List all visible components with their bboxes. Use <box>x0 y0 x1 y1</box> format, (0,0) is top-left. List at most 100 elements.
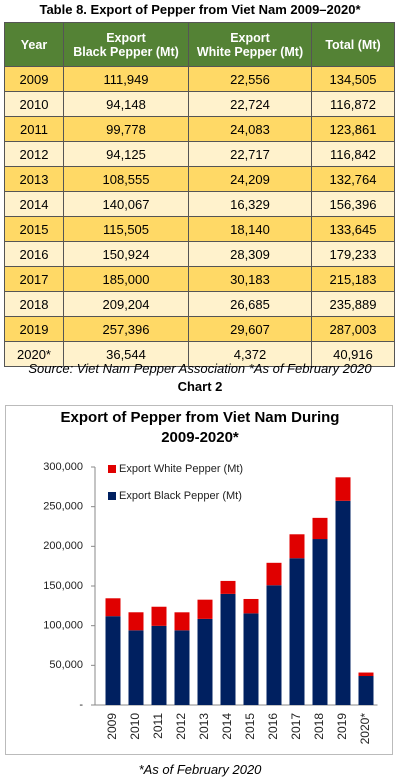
table-cell: 18,140 <box>188 216 312 242</box>
table-cell: 2017 <box>4 266 64 292</box>
table-cell: 2012 <box>4 141 64 167</box>
table-cell: 94,125 <box>63 141 189 167</box>
table-cell: 115,505 <box>63 216 189 242</box>
bar <box>243 598 259 614</box>
chart-label: Chart 2 <box>177 379 223 394</box>
table-cell: 99,778 <box>63 116 189 142</box>
table-cell: 2010 <box>4 91 64 117</box>
table-cell: 116,872 <box>311 91 395 117</box>
table-cell: 4,372 <box>188 341 312 367</box>
table-row: 2010 94,148 22,724 116,872 <box>4 91 395 117</box>
bar <box>358 672 374 677</box>
table-title: Table 8. Export of Pepper from Viet Nam … <box>39 2 361 17</box>
table-cell: 116,842 <box>311 141 395 167</box>
bar <box>220 580 236 594</box>
x-tick-label: 2018 <box>312 713 326 740</box>
table-cell: 179,233 <box>311 241 395 267</box>
table-cell: 40,916 <box>311 341 395 367</box>
header-cell: Year <box>4 22 64 67</box>
table-cell: 134,505 <box>311 66 395 92</box>
y-tick-label: 250,000 <box>43 501 83 513</box>
bar <box>266 585 282 705</box>
bar <box>266 562 282 586</box>
y-tick-label: 100,000 <box>43 620 83 632</box>
chart-title: Export of Pepper from Viet Nam During 20… <box>60 409 340 446</box>
table-cell: 28,309 <box>188 241 312 267</box>
legend-swatch <box>108 465 116 473</box>
table-cell: 150,924 <box>63 241 189 267</box>
table-row: 2019 257,396 29,607 287,003 <box>4 316 395 342</box>
table-cell: 111,949 <box>63 66 189 92</box>
table-row: 2014 140,067 16,329 156,396 <box>4 191 395 217</box>
x-tick-label: 2017 <box>289 713 303 740</box>
header-cell: Total (Mt) <box>311 22 395 67</box>
bar <box>243 613 259 705</box>
table-row: 2012 94,125 22,717 116,842 <box>4 141 395 167</box>
table-cell: 2016 <box>4 241 64 267</box>
x-tick-label: 2015 <box>243 713 257 740</box>
table-cell: 2015 <box>4 216 64 242</box>
bar <box>335 500 351 705</box>
table-cell: 215,183 <box>311 266 395 292</box>
table-cell: 94,148 <box>63 91 189 117</box>
bar <box>128 612 144 631</box>
table-cell: 24,083 <box>188 116 312 142</box>
bar <box>289 534 305 559</box>
bar <box>174 630 190 705</box>
bar <box>335 477 351 501</box>
table-cell: 2013 <box>4 166 64 192</box>
table-cell: 22,724 <box>188 91 312 117</box>
x-tick-label: 2019 <box>335 713 349 740</box>
table-row: 2013 108,555 24,209 132,764 <box>4 166 395 192</box>
header-row: Year Export Black Pepper (Mt) Export Whi… <box>4 22 395 67</box>
bar <box>197 599 213 619</box>
x-tick-label: 2014 <box>220 713 234 740</box>
x-tick-label: 2013 <box>197 713 211 740</box>
table-cell: 235,889 <box>311 291 395 317</box>
table-row: 2017 185,000 30,183 215,183 <box>4 266 395 292</box>
table-cell: 2011 <box>4 116 64 142</box>
table-cell: 2014 <box>4 191 64 217</box>
bar <box>312 517 328 540</box>
legend-label: Export White Pepper (Mt) <box>119 463 243 475</box>
legend-label: Export Black Pepper (Mt) <box>119 490 242 502</box>
data-table: Year Export Black Pepper (Mt) Export Whi… <box>4 22 395 367</box>
table-cell: 209,204 <box>63 291 189 317</box>
table-row: 2018 209,204 26,685 235,889 <box>4 291 395 317</box>
table-cell: 29,607 <box>188 316 312 342</box>
table-cell: 185,000 <box>63 266 189 292</box>
footnote: *As of February 2020 <box>138 762 262 777</box>
bar <box>220 593 236 705</box>
y-tick-label: 300,000 <box>43 461 83 473</box>
x-tick-label: 2011 <box>151 713 165 739</box>
table-cell: 2018 <box>4 291 64 317</box>
table-cell: 287,003 <box>311 316 395 342</box>
bar <box>358 676 374 705</box>
table-row: 2020* 36,544 4,372 40,916 <box>4 341 395 367</box>
bar <box>174 612 190 631</box>
table-cell: 2019 <box>4 316 64 342</box>
bar <box>151 606 167 626</box>
x-tick-label: 2020* <box>358 713 372 745</box>
table-cell: 133,645 <box>311 216 395 242</box>
bar <box>105 598 121 617</box>
bar <box>105 616 121 705</box>
x-tick-label: 2010 <box>128 713 142 740</box>
table-cell: 16,329 <box>188 191 312 217</box>
table-cell: 108,555 <box>63 166 189 192</box>
table-cell: 132,764 <box>311 166 395 192</box>
table-cell: 24,209 <box>188 166 312 192</box>
table-row: 2011 99,778 24,083 123,861 <box>4 116 395 142</box>
y-tick-label: 50,000 <box>49 659 83 671</box>
bar <box>128 630 144 705</box>
x-tick-label: 2009 <box>105 713 119 740</box>
table-cell: 257,396 <box>63 316 189 342</box>
bar <box>197 618 213 705</box>
table-cell: 156,396 <box>311 191 395 217</box>
table-row: 2009 111,949 22,556 134,505 <box>4 66 395 92</box>
y-tick-label: 150,000 <box>43 580 83 592</box>
legend-swatch <box>108 492 116 500</box>
chart: - 50,000 100,000 150,000 200,000 250,000 300,0… <box>43 461 378 745</box>
table-cell: 30,183 <box>188 266 312 292</box>
